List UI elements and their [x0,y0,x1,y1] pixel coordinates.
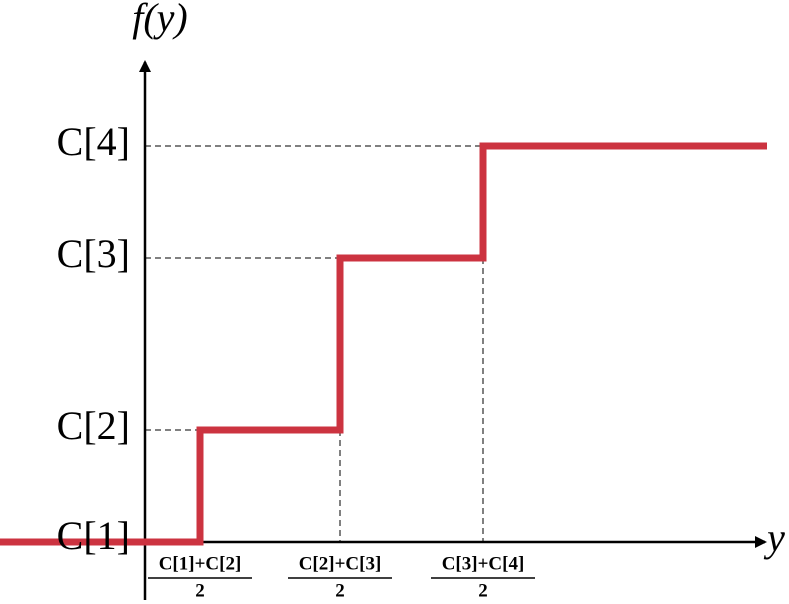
step-curve [0,142,767,546]
level-label: C[2] [57,403,130,448]
level-label: C[3] [57,231,130,276]
threshold-denominator: 2 [335,580,345,601]
x-axis-label: y [763,515,785,560]
y-axis-label: f(y) [132,0,188,40]
threshold-numerator: C[1]+C[2] [159,553,242,574]
level-label: C[4] [57,119,130,164]
threshold-denominator: 2 [195,580,205,601]
threshold-numerator: C[2]+C[3] [299,553,382,574]
threshold-numerator: C[3]+C[4] [442,553,525,574]
level-label: C[1] [57,513,130,558]
guide-lines [145,145,484,542]
threshold-denominator: 2 [478,580,488,601]
